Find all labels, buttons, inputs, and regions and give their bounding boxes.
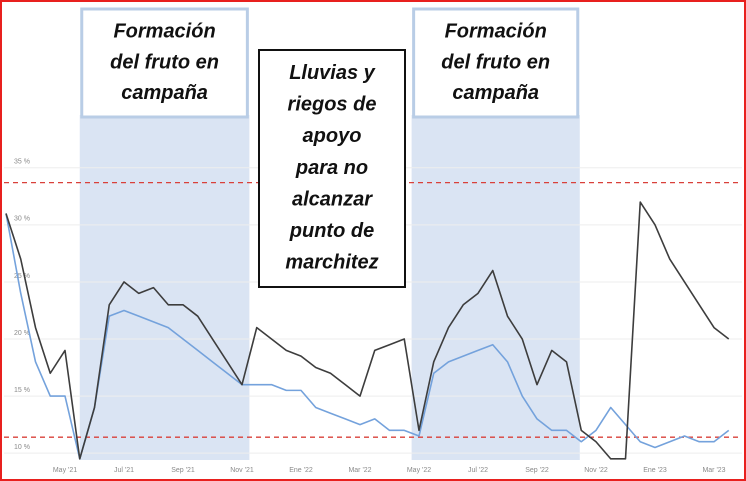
note-text: alcanzar: [292, 188, 373, 210]
series-line: [5, 213, 730, 460]
y-tick-label: 25 %: [14, 273, 30, 280]
note-text: riegos de: [288, 94, 377, 116]
x-tick-label: Ene '22: [289, 467, 313, 474]
note-text: apoyo: [303, 125, 362, 147]
note-text: para no: [295, 157, 368, 179]
annotation-text: del fruto en: [110, 51, 219, 73]
annotation-text: campaña: [121, 82, 208, 104]
note-text: punto de: [289, 220, 374, 242]
y-tick-label: 30 %: [14, 216, 30, 223]
x-tick-label: Nov '22: [584, 467, 608, 474]
annotation-box: [80, 7, 249, 119]
x-tick-label: Mar '23: [702, 467, 725, 474]
y-tick-label: 20 %: [14, 330, 30, 337]
annotation-text: del fruto en: [441, 51, 550, 73]
season-band: [79, 115, 250, 460]
series-line: [5, 201, 730, 460]
y-tick-label: 10 %: [14, 444, 30, 451]
x-tick-label: May '21: [53, 467, 77, 474]
x-tick-label: Ene '23: [643, 467, 667, 474]
x-tick-label: Nov '21: [230, 467, 254, 474]
annotation-text: campaña: [452, 82, 539, 104]
x-tick-label: Mar '22: [348, 467, 371, 474]
note-text: Lluvias y: [289, 62, 375, 84]
annotation-text: Formación: [113, 21, 215, 43]
note-box: [258, 49, 406, 288]
annotation-box: [412, 7, 580, 119]
note-text: marchitez: [285, 251, 378, 273]
x-tick-label: Sep '22: [525, 467, 549, 474]
y-tick-label: 35 %: [14, 159, 30, 166]
annotation-text: Formación: [445, 21, 547, 43]
x-tick-label: Jul '22: [468, 467, 488, 474]
x-tick-label: Sep '21: [171, 467, 195, 474]
x-tick-label: May '22: [407, 467, 431, 474]
x-tick-label: Jul '21: [114, 467, 134, 474]
y-tick-label: 15 %: [14, 387, 30, 394]
season-band: [411, 115, 580, 460]
